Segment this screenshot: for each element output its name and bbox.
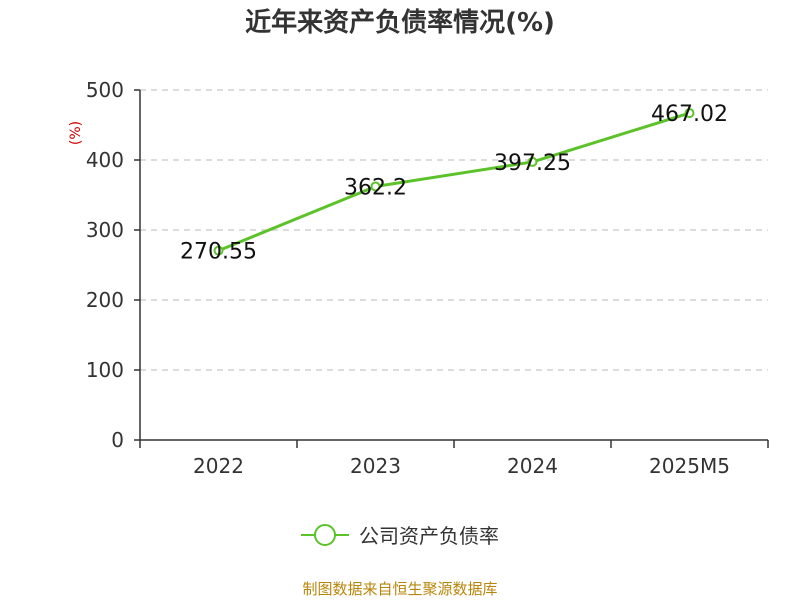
source-note: 制图数据来自恒生聚源数据库	[302, 580, 498, 598]
y-axis: 0 100 200 300 400 500	[86, 78, 141, 452]
y-tick-label: 200	[86, 288, 124, 312]
chart-title: 近年来资产负债率情况(%)	[245, 8, 555, 38]
y-tick-label: 300	[86, 218, 124, 242]
y-tick-label: 100	[86, 358, 124, 382]
x-tick-label: 2023	[350, 454, 401, 478]
y-tick-label: 0	[111, 428, 124, 452]
series-line-group	[213, 108, 695, 256]
data-label: 397.25	[494, 151, 571, 176]
x-axis: 2022 2023 2024 2025M5	[139, 439, 769, 478]
data-point	[527, 156, 538, 167]
legend-label: 公司资产负债率	[359, 524, 499, 548]
x-tick-label: 2025M5	[649, 454, 730, 478]
grid-lines	[140, 89, 768, 371]
data-point	[370, 181, 381, 192]
data-label: 467.02	[651, 102, 728, 127]
legend[interactable]: 公司资产负债率	[0, 520, 800, 552]
y-tick-label: 500	[86, 78, 124, 102]
data-point	[684, 108, 695, 119]
x-tick-label: 2024	[507, 454, 558, 478]
data-point	[213, 245, 224, 256]
data-label: 270.55	[180, 240, 257, 265]
series-line	[217, 111, 690, 253]
x-tick-label: 2022	[193, 454, 244, 478]
data-label: 362.2	[344, 175, 407, 200]
legend-line-marker-icon	[301, 523, 349, 547]
data-labels: 270.55 362.2 397.25 467.02	[180, 102, 728, 265]
y-tick-label: 400	[86, 148, 124, 172]
